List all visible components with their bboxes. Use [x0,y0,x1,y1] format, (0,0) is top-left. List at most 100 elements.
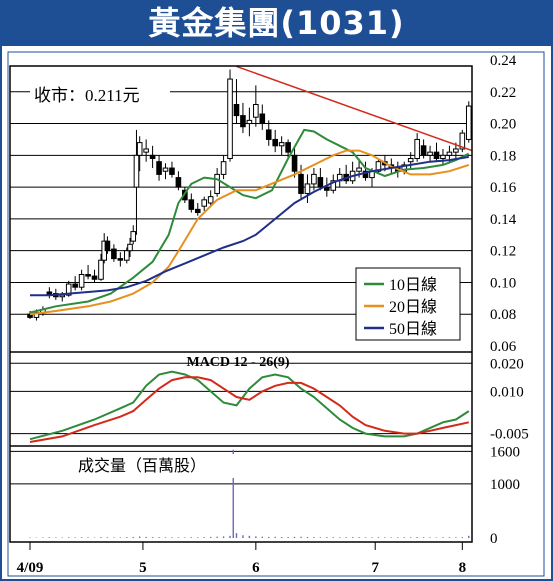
price-y-tick: 0.10 [490,275,516,291]
legend-entry: 10日線 [389,276,437,294]
trend-line [236,65,473,152]
candle-body [240,115,246,128]
candle-body [298,173,304,194]
candle-body [72,283,78,288]
plot-frame [7,51,545,577]
x-tick-label: 6 [252,560,260,576]
panel-frames [9,65,473,543]
candle-body [91,275,98,280]
candle-body [136,142,143,156]
candle-body [133,154,140,188]
candle-body [233,103,240,117]
candle-body [420,145,427,156]
candle-body [111,248,117,260]
ma10-line [29,128,470,314]
x-tick-label: 7 [371,560,379,576]
candle-body [207,196,214,204]
price-y-tick: 0.16 [490,180,517,196]
price-y-tick: 0.22 [490,85,516,101]
panels-border [9,65,473,543]
price-y-tick: 0.24 [490,53,517,69]
candle-body [227,78,233,160]
macd-lines [29,370,470,443]
candle-body [65,283,72,296]
candle-body [285,142,291,153]
volume-label-bg [72,454,242,478]
candle-body [156,161,162,175]
candle-body [265,129,272,140]
candle-body [362,170,369,179]
macd-title: MACD 12 - 26(9) [186,355,289,370]
candle-body [433,151,440,160]
close-label-bg [30,82,170,108]
candle-body [272,138,278,147]
candle-body [169,167,175,175]
candle-body [123,250,130,261]
price-y-tick: 0.20 [490,117,516,133]
candle-body [214,173,220,194]
x-tick-label: 4/09 [17,560,44,576]
macd-y-tick: -0.005 [490,427,529,443]
candle-body [278,142,285,147]
candle-body [149,154,156,160]
candle-body [330,180,337,191]
candle-body [220,161,227,175]
panel-labels: 收市：0.211元 MACD 12 - 26(9) 成交量（百萬股） [30,82,290,478]
candle-body [453,148,459,153]
price-y-tick: 0.08 [490,307,516,323]
macd-y-tick: 0.020 [490,356,524,372]
candle-body [78,274,85,288]
volume-label: 成交量（百萬股） [78,457,206,475]
candle-body [317,177,324,188]
candle-body [162,167,169,172]
candle-body [188,199,195,210]
candle-body [104,240,111,252]
legend-entry: 20日線 [389,298,437,316]
macd-line [29,370,470,441]
candle-body [356,167,362,172]
candle-body [194,208,201,214]
chart-title: 黃金集團(1031) [148,4,405,42]
candle-body [291,154,298,172]
x-tick-label: 5 [139,560,147,576]
price-y-tick: 0.18 [490,148,516,164]
candle-body [130,231,137,242]
x-tick-label: 8 [459,560,467,576]
candle-body [246,119,253,125]
candle-body [407,158,414,163]
volume-y-tick: 1000 [490,477,520,493]
candle-body [259,113,266,125]
axis-labels: 0.24 0.22 0.20 0.18 0.16 0.14 0.12 0.10 0.08 0.06… [17,53,529,576]
candle-body [465,105,472,140]
candle-body [127,243,133,252]
candle-body [427,151,433,156]
candle-body [324,186,330,191]
legend: 10日線 20日線 50日線 [355,267,461,341]
candle-body [85,274,91,277]
volume-y-tick: 0 [490,531,498,547]
candle-body [304,183,311,194]
candle-body [143,148,149,153]
candle-body [98,259,104,280]
candle-body [446,151,453,156]
title-bar: 黃金集團(1031) [0,0,553,46]
signal-line [29,376,470,443]
candle-body [375,161,382,172]
candle-body [59,294,66,298]
candle-body [201,199,208,207]
candle-body [459,132,466,150]
price-y-tick: 0.06 [490,339,517,355]
ma50-line [30,155,469,297]
candle-body [117,258,124,261]
legend-entry: 50日線 [389,320,437,338]
candle-body [414,138,420,160]
volume-y-tick: 1600 [490,444,520,460]
candle-body [27,313,33,318]
candle-body [311,173,317,185]
moving-average-lines [29,65,473,316]
price-y-tick: 0.14 [490,212,517,228]
candle-body [253,103,259,118]
macd-y-tick: 0.010 [490,384,524,400]
